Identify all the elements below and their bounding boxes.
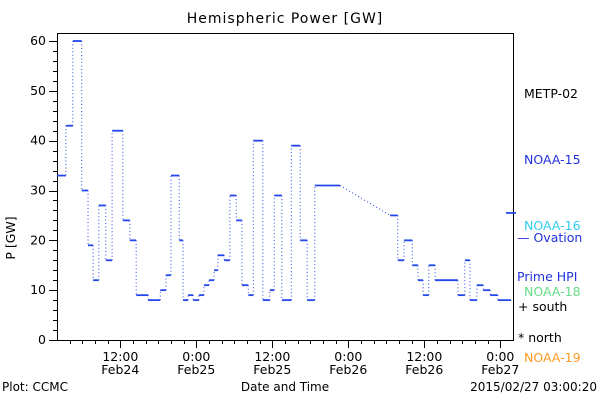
x-tick-time-label: 12:00 [254, 349, 290, 364]
legend-item-metp-02: METP-02 [524, 86, 578, 101]
legend-ovation-prime-hpi: — Ovation Prime HPI [517, 205, 582, 296]
south-marker-label: + south [518, 299, 568, 314]
y-tick-label: 30 [30, 183, 46, 198]
x-tick-date-label: Feb26 [405, 362, 443, 377]
y-tick-label: 10 [30, 282, 46, 297]
x-tick-date-label: Feb26 [329, 362, 367, 377]
legend-item-noaa-15: NOAA-15 [524, 152, 581, 167]
x-tick-time-label: 0:00 [334, 349, 362, 364]
y-tick-label: 20 [30, 232, 46, 247]
page-title: Hemispheric Power [GW] [186, 11, 384, 27]
x-axis-title: Date and Time [240, 380, 330, 394]
x-tick-date-label: Feb25 [177, 362, 215, 377]
satellite-legend: METP-02 NOAA-15 NOAA-16 NOAA-18 NOAA-19 [524, 39, 581, 391]
plot-timestamp: 2015/02/27 03:00:20 [470, 380, 597, 394]
legend-item-noaa-18: NOAA-18 [524, 284, 581, 299]
ovation-label-line1: — Ovation [517, 230, 583, 245]
north-marker-label: * north [518, 330, 562, 345]
x-tick-date-label: Feb24 [101, 362, 139, 377]
legend-item-noaa-19: NOAA-19 [524, 350, 581, 365]
axes-frame [57, 33, 514, 341]
ovation-label-line2: Prime HPI [517, 269, 578, 284]
y-tick-label: 60 [30, 33, 46, 48]
y-tick-label: 40 [30, 133, 46, 148]
y-tick-label: 0 [38, 332, 46, 347]
hpi-dotted-connector [339, 185, 391, 216]
y-axis-title: P [GW] [3, 216, 18, 259]
x-tick-time-label: 12:00 [102, 349, 138, 364]
legend-item-noaa-16: NOAA-16 [524, 218, 581, 233]
x-tick-date-label: Feb27 [481, 362, 519, 377]
x-tick-date-label: Feb25 [253, 362, 291, 377]
x-tick-time-label: 12:00 [406, 349, 442, 364]
y-tick-label: 50 [30, 83, 46, 98]
x-tick-time-label: 0:00 [182, 349, 210, 364]
x-tick-time-label: 0:00 [486, 349, 514, 364]
plot-credit: Plot: CCMC [2, 380, 68, 394]
